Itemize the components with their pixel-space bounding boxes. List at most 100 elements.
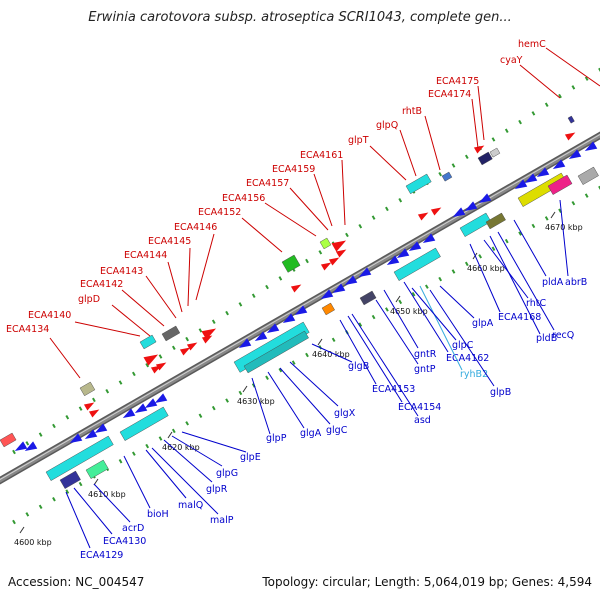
- reverse-gene-arrow: [358, 267, 372, 277]
- reverse-gene-arrow: [154, 393, 168, 403]
- label-leader-line: [403, 281, 449, 353]
- label-leader-line: [375, 299, 419, 365]
- forward-gene-arrow: [88, 409, 100, 418]
- gene-label-glgB: glgB: [348, 361, 369, 372]
- label-leader-line: [339, 319, 377, 385]
- gene-block: [79, 381, 96, 397]
- gene-block: [0, 432, 17, 448]
- scale-label: 4660 kbp: [467, 264, 505, 273]
- label-leader-line: [121, 289, 165, 327]
- reverse-gene-arrow: [294, 305, 308, 315]
- forward-gene-arrow: [473, 145, 485, 154]
- scale-tick: [242, 385, 248, 393]
- label-leader-line: [123, 455, 151, 509]
- accession-label: Accession: NC_004547: [8, 575, 145, 589]
- gene-label-cyaY: cyaY: [500, 55, 523, 66]
- gene-label-ECA4144: ECA4144: [124, 250, 167, 261]
- label-leader-line: [195, 233, 215, 301]
- gene-label-glpR: glpR: [206, 484, 228, 495]
- scale-label: 4650 kbp: [390, 307, 428, 316]
- gene-label-ECA4134: ECA4134: [6, 324, 49, 335]
- gene-label-hemC: hemC: [518, 39, 546, 50]
- reverse-gene-arrow: [386, 255, 400, 265]
- label-leader-line: [341, 159, 346, 226]
- gene-label-glpC: glpC: [452, 340, 474, 351]
- gene-block: [119, 406, 169, 441]
- reverse-gene-arrow: [320, 289, 334, 299]
- gene-block: [85, 459, 109, 479]
- label-leader-line: [383, 289, 419, 349]
- label-leader-line: [559, 199, 569, 277]
- reverse-gene-arrow: [422, 233, 436, 243]
- gene-label-ryhB2: ryhB2: [460, 369, 488, 380]
- gene-block: [567, 115, 575, 124]
- gene-label-glpE: glpE: [240, 452, 261, 463]
- label-leader-line: [74, 321, 141, 337]
- label-leader-line: [151, 447, 219, 515]
- label-leader-line: [267, 371, 305, 429]
- reverse-strand-labels: ECA4129ECA4130acrDbioHmalQmalPglpRglpGgl…: [65, 199, 587, 561]
- gene-block: [359, 290, 377, 306]
- label-leader-line: [289, 187, 329, 231]
- reverse-gene-arrow: [464, 201, 478, 211]
- gene-block: [441, 171, 453, 182]
- scale-label: 4610 kbp: [88, 490, 126, 499]
- gene-label-malP: malP: [210, 515, 234, 526]
- scale-label: 4630 kbp: [237, 397, 275, 406]
- gene-label-ECA4140: ECA4140: [28, 310, 71, 321]
- gene-label-glgC: glgC: [326, 425, 348, 436]
- reverse-gene-arrow: [568, 149, 582, 159]
- gene-label-rhtC: rhtC: [526, 298, 546, 309]
- forward-gene-arrow: [290, 284, 302, 293]
- gene-label-ECA4174: ECA4174: [428, 89, 471, 100]
- label-leader-line: [311, 343, 353, 363]
- reverse-gene-arrow: [584, 141, 598, 152]
- label-leader-line: [73, 487, 113, 535]
- map-title: Erwinia carotovora subsp. atroseptica SC…: [88, 10, 512, 25]
- gene-label-ECA4162: ECA4162: [446, 353, 489, 364]
- label-leader-line: [163, 439, 213, 483]
- gene-label-ECA4129: ECA4129: [80, 550, 123, 561]
- label-leader-line: [439, 285, 475, 319]
- gene-block: [577, 166, 599, 185]
- reverse-gene-arrow: [266, 323, 280, 333]
- gene-block: [139, 334, 157, 350]
- genome-summary: Topology: circular; Length: 5,064,019 bp…: [262, 575, 592, 589]
- forward-gene-arrow: [564, 132, 576, 141]
- forward-gene-arrow: [331, 240, 347, 252]
- reverse-gene-arrow: [84, 429, 98, 439]
- forward-gene-arrow: [201, 335, 213, 344]
- label-leader-line: [489, 235, 541, 335]
- gene-block: [281, 254, 301, 273]
- reverse-gene-arrow: [332, 283, 346, 293]
- forward-gene-arrow: [320, 262, 332, 271]
- gene-label-pldB: pldB: [536, 333, 557, 344]
- scale-tick: [167, 431, 173, 439]
- scale-tick: [317, 338, 323, 346]
- reverse-gene-arrow: [134, 403, 148, 413]
- genome-backbone: [0, 131, 600, 485]
- gene-label-ECA4143: ECA4143: [100, 266, 143, 277]
- gene-block: [477, 151, 493, 166]
- reverse-gene-arrow: [514, 179, 528, 189]
- gene-label-ECA4161: ECA4161: [300, 150, 343, 161]
- gene-block: [459, 212, 492, 237]
- gene-block: [393, 247, 441, 281]
- gene-label-ECA4156: ECA4156: [222, 193, 265, 204]
- forward-gene-arrow: [328, 257, 340, 266]
- gene-label-ECA4154: ECA4154: [398, 402, 441, 413]
- gene-label-glgA: glgA: [300, 428, 322, 439]
- label-leader-line: [145, 275, 177, 319]
- scale-tick: [550, 211, 556, 219]
- label-leader-line: [65, 491, 91, 549]
- gene-label-glpD: glpD: [78, 294, 100, 305]
- gene-block: [321, 302, 335, 316]
- label-leader-line: [399, 129, 417, 177]
- label-leader-line: [241, 217, 283, 253]
- label-leader-line: [49, 337, 81, 379]
- label-leader-line: [251, 377, 271, 435]
- scale-tick: [395, 295, 401, 303]
- label-leader-line: [181, 431, 247, 453]
- reverse-gene-arrow: [94, 423, 108, 433]
- label-leader-line: [369, 145, 407, 181]
